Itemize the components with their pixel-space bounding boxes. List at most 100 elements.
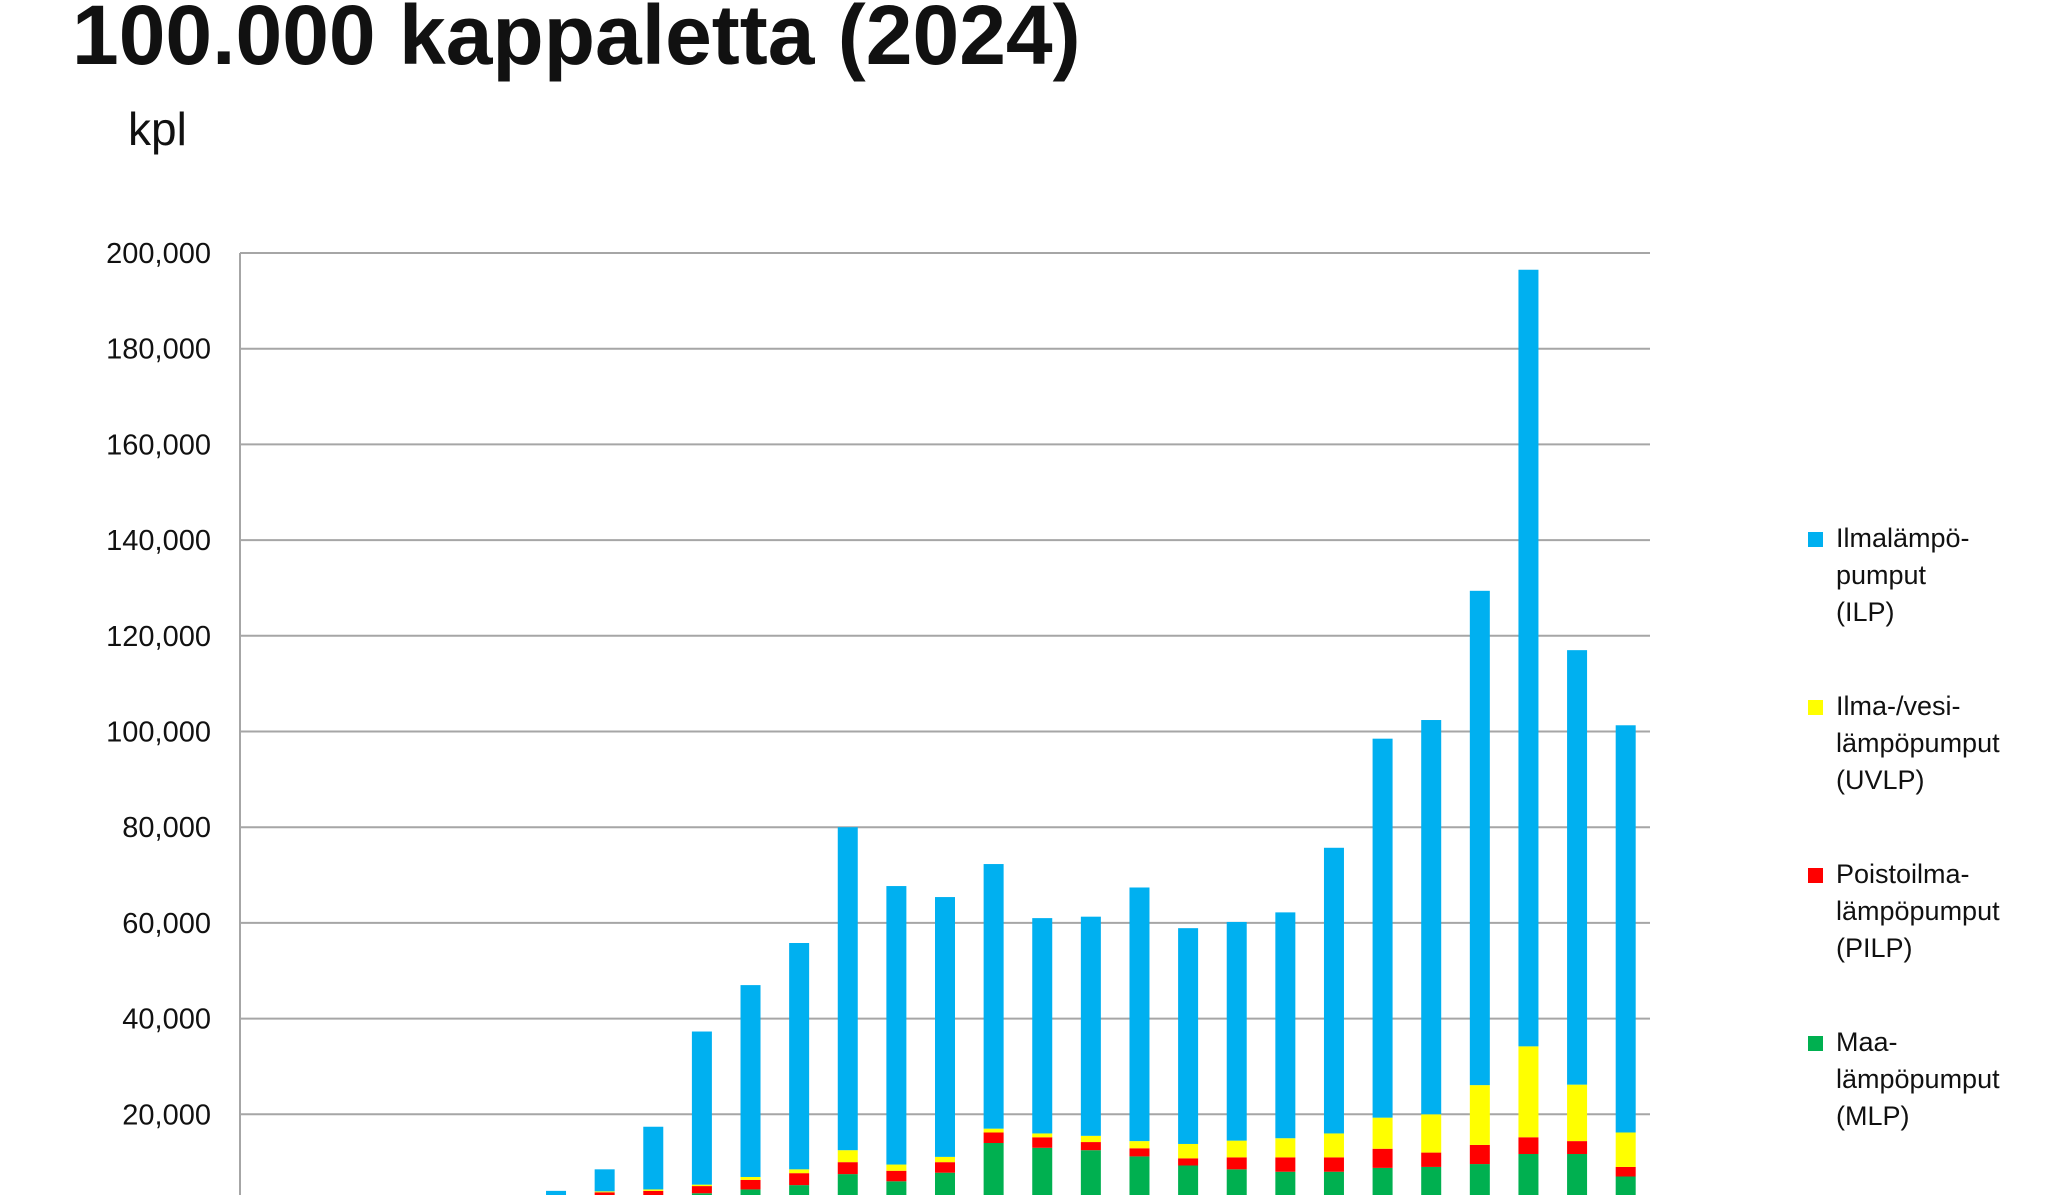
bar-segment [1518, 269, 1539, 1047]
y-tick-label: 180,000 [106, 334, 211, 366]
bar-segment [1323, 1171, 1344, 1195]
bar-segment [643, 1126, 664, 1190]
bar-segment [1323, 1133, 1344, 1158]
bar-segment [983, 1143, 1004, 1195]
bar-segment [691, 1031, 712, 1185]
bar-segment [789, 942, 810, 1170]
y-tick-label: 80,000 [122, 812, 211, 844]
bar-segment [983, 864, 1004, 1129]
bar-segment [1275, 912, 1296, 1139]
bar-segment [1615, 1166, 1636, 1177]
bar-segment [1323, 1157, 1344, 1172]
bar-segment [1032, 1137, 1053, 1148]
bar-segment [837, 827, 858, 1151]
bar-segment [594, 1192, 615, 1195]
bar-segment [983, 1132, 1004, 1144]
y-tick-label: 120,000 [106, 621, 211, 653]
bar-segment [1178, 1143, 1199, 1159]
bar-segment [643, 1190, 664, 1195]
bar-segment [837, 1150, 858, 1163]
bar-segment [1615, 1132, 1636, 1167]
bar-segment [1567, 650, 1588, 1085]
bar-segment [691, 1193, 712, 1195]
bar-segment [740, 985, 761, 1177]
bar-segment [837, 1162, 858, 1175]
bar-segment [1178, 1158, 1199, 1166]
bar-segment [740, 1189, 761, 1195]
bar-segment [935, 1156, 955, 1163]
bar-segment [1178, 1165, 1199, 1195]
bar-segment [1518, 1137, 1539, 1155]
bar-segment [1615, 725, 1636, 1133]
bar-segment [691, 1184, 712, 1187]
bar-segment [837, 1174, 858, 1195]
bar-segment [1032, 1133, 1053, 1138]
y-tick-label: 140,000 [106, 525, 211, 557]
bar-segment [1372, 1167, 1393, 1195]
bar-segment [1421, 720, 1442, 1115]
bar-segment [886, 1164, 907, 1171]
bar-segment [546, 1190, 567, 1195]
legend-label: Maa- lämpöpumput (MLP) [1836, 1027, 2000, 1131]
bar-segment [1567, 1154, 1588, 1195]
bar-segment [886, 1170, 907, 1182]
bar-segment [1032, 918, 1053, 1134]
bar-segment [935, 897, 955, 1157]
bar-segment [1226, 921, 1247, 1141]
bar-segment [1226, 1140, 1247, 1158]
legend-swatch [1808, 532, 1823, 547]
bar-segment [983, 1128, 1004, 1133]
bar-segment [1178, 928, 1199, 1144]
bar-segment [643, 1189, 664, 1191]
legend-label: Poistoilma- lämpöpumput (PILP) [1836, 859, 2000, 963]
bar-segment [1129, 887, 1150, 1142]
bar-segment [935, 1162, 955, 1173]
bar-segment [1469, 1085, 1490, 1145]
bar-segment [1080, 1142, 1101, 1151]
bar-segment [1032, 1147, 1053, 1195]
bar-segment [1372, 1117, 1393, 1149]
bar-segment [935, 1172, 955, 1195]
legend-swatch [1808, 868, 1823, 883]
y-axis-label: kpl [128, 103, 187, 155]
bar-segment [1421, 1152, 1442, 1167]
bar-segment [1421, 1114, 1442, 1153]
bar-segment [1469, 590, 1490, 1086]
y-tick-label: 60,000 [122, 908, 211, 940]
bar-segment [1129, 1156, 1150, 1195]
bar-segment [789, 1173, 810, 1186]
bar-segment [1372, 1148, 1393, 1168]
bar-segment [740, 1176, 761, 1180]
bar-segment [1518, 1046, 1539, 1138]
bar-segment [1275, 1171, 1296, 1195]
bar-segment [1226, 1157, 1247, 1170]
bar-segment [740, 1179, 761, 1190]
bar-segment [1129, 1141, 1150, 1149]
bar-segment [1518, 1154, 1539, 1195]
bar-segment [1080, 1135, 1101, 1143]
bar-segment [1080, 916, 1101, 1136]
bar-segment [1275, 1157, 1296, 1172]
bar-segment [1080, 1150, 1101, 1195]
bar-segment [886, 886, 907, 1165]
legend-label: Ilmalämpö- pumput (ILP) [1836, 523, 1970, 627]
legend-swatch [1808, 700, 1823, 715]
legend-label: Ilma-/vesi- lämpöpumput (UVLP) [1836, 691, 2000, 795]
bar-segment [1567, 1084, 1588, 1142]
bar-segment [1421, 1166, 1442, 1195]
chart-title: 100.000 kappaletta (2024) [72, 0, 1081, 82]
bar-segment [1469, 1164, 1490, 1195]
bar-segment [1615, 1176, 1636, 1195]
bar-segment [594, 1191, 615, 1193]
bar-segment [1567, 1141, 1588, 1155]
bar-segment [1323, 847, 1344, 1134]
legend-swatch [1808, 1036, 1823, 1051]
bar-segment [789, 1185, 810, 1195]
bar-segment [1275, 1138, 1296, 1158]
y-tick-label: 40,000 [122, 1004, 211, 1036]
bar-segment [1129, 1148, 1150, 1157]
y-tick-label: 200,000 [106, 238, 211, 270]
bar-segment [691, 1186, 712, 1194]
